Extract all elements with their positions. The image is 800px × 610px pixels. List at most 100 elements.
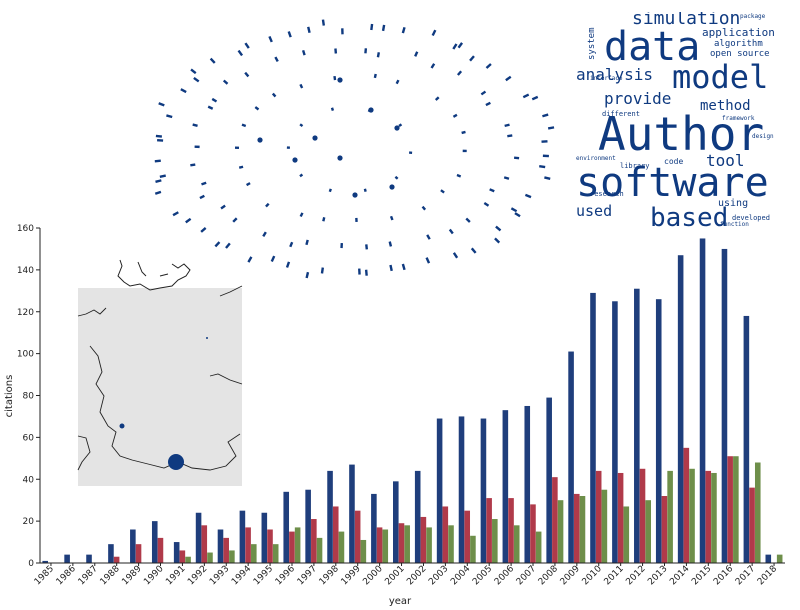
word-cloud-word: environment <box>576 155 616 162</box>
x-tick-label: 2000 <box>361 564 384 587</box>
bar-2008-s3 <box>557 500 564 563</box>
network-node <box>232 217 238 223</box>
network-node <box>307 26 311 33</box>
y-tick-label: 60 <box>23 433 35 443</box>
network-node <box>394 125 400 131</box>
network-node <box>364 48 368 54</box>
bar-2015-s1 <box>699 238 706 563</box>
bar-2016-s1 <box>721 248 728 563</box>
germany-map-inset <box>77 259 243 486</box>
network-node <box>268 35 273 43</box>
network-node <box>299 83 304 89</box>
network-node <box>368 107 374 113</box>
x-tick-label: 2014 <box>668 564 691 587</box>
network-node <box>180 88 187 94</box>
x-tick-label: 2002 <box>405 564 428 587</box>
word-cloud-word: model <box>672 58 768 96</box>
y-tick-label: 160 <box>17 224 34 234</box>
x-tick-label: 1997 <box>296 564 319 587</box>
word-cloud-word: library <box>620 162 650 170</box>
bar-2007-s2 <box>530 504 536 564</box>
bar-1988-s1 <box>108 544 114 563</box>
bar-1994-s1 <box>239 510 246 563</box>
x-tick-label: 1989 <box>120 564 143 587</box>
network-node <box>299 212 304 218</box>
bar-2003-s1 <box>436 418 443 563</box>
network-node <box>358 268 361 275</box>
x-tick-label: 2007 <box>515 564 538 587</box>
bar-2018-s1 <box>765 554 772 564</box>
bar-2009-s1 <box>568 351 574 563</box>
network-node <box>469 55 475 62</box>
bar-2014-s2 <box>683 447 690 563</box>
bar-1992-s2 <box>201 525 208 563</box>
network-node <box>333 75 337 81</box>
network-node <box>365 244 369 250</box>
y-tick-label: 140 <box>17 266 34 276</box>
bar-2007-s3 <box>535 531 542 563</box>
network-node <box>322 217 326 222</box>
network-node <box>462 149 467 153</box>
bar-2016-s2 <box>727 456 733 563</box>
x-axis-title: year <box>389 596 412 607</box>
network-node <box>245 182 251 187</box>
network-node <box>495 225 502 232</box>
network-node <box>237 49 244 57</box>
x-tick-label: 2017 <box>734 564 757 587</box>
network-node <box>241 123 247 128</box>
network-node <box>270 255 276 263</box>
network-node <box>541 140 548 143</box>
network-node <box>287 31 292 38</box>
bar-2011-s2 <box>617 472 624 563</box>
x-tick-label: 2001 <box>383 564 406 587</box>
network-node <box>430 63 436 69</box>
map-coastline <box>117 259 191 291</box>
network-node <box>214 241 221 248</box>
network-node <box>337 155 343 161</box>
bar-2014-s3 <box>689 468 695 563</box>
bar-2012-s1 <box>634 288 640 563</box>
network-node <box>321 19 326 26</box>
x-tick-label: 1993 <box>208 564 231 587</box>
bar-1998-s1 <box>327 470 333 564</box>
network-node <box>425 257 431 264</box>
bar-2013-s2 <box>661 496 668 563</box>
network-node <box>457 42 464 49</box>
network-node <box>452 113 458 118</box>
y-tick-label: 80 <box>23 392 35 402</box>
network-node <box>286 146 290 149</box>
bar-1985-s1 <box>42 560 48 563</box>
network-node <box>388 241 393 247</box>
bar-2008-s1 <box>546 397 552 563</box>
network-node <box>312 135 318 141</box>
bar-1997-s2 <box>311 519 317 563</box>
bar-2011-s3 <box>623 506 630 563</box>
bar-2002-s1 <box>414 470 421 564</box>
bar-2017-s2 <box>749 487 755 564</box>
network-node <box>414 51 419 57</box>
bar-2017-s1 <box>743 315 750 563</box>
network-node <box>225 242 231 249</box>
x-tick-label: 1995 <box>252 564 275 587</box>
x-tick-label: 1985 <box>33 564 56 587</box>
bar-2009-s2 <box>573 493 580 563</box>
x-tick-label: 2013 <box>646 564 669 587</box>
network-node <box>485 101 491 107</box>
bar-1997-s3 <box>316 537 323 564</box>
bar-2007-s1 <box>524 405 531 563</box>
word-cloud-word: software <box>576 160 769 206</box>
network-node <box>544 176 551 180</box>
bar-2018-s3 <box>776 554 783 564</box>
network-node <box>398 123 403 127</box>
bar-1995-s3 <box>272 544 279 563</box>
network-node <box>514 212 521 218</box>
bar-2012-s3 <box>645 500 651 563</box>
bar-2004-s3 <box>470 535 476 563</box>
network-node <box>274 56 279 63</box>
network-node <box>448 228 454 235</box>
network-node <box>211 97 218 103</box>
bar-2004-s1 <box>458 416 465 563</box>
word-cloud-word: design <box>752 133 774 140</box>
network-node <box>254 106 260 111</box>
